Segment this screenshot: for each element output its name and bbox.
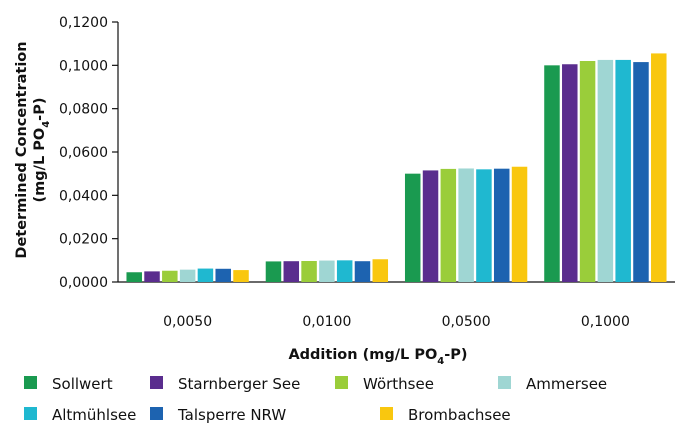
bar [372,259,389,282]
y-tick-label: 0,0800 [59,102,108,118]
legend-item: Brombachsee [380,406,511,424]
legend-label: Wörthsee [363,375,434,393]
legend-swatch [498,376,511,389]
legend-item: Talsperre NRW [150,406,286,424]
legend-label: Altmühlsee [52,406,136,424]
x-axis-title-main: Addition (mg/L PO [288,347,437,363]
bar [579,61,596,282]
legend-label: Talsperre NRW [177,406,286,424]
y-tick-label: 0,0000 [59,275,108,291]
legend-swatch [24,376,37,389]
bar [544,65,560,282]
legend-label: Brombachsee [408,406,511,424]
y-axis-title-line2-main: (mg/L PO [32,128,48,203]
bar [562,64,578,282]
legend-label: Starnberger See [178,375,300,393]
bar [615,59,631,282]
y-axis-title-line2-end: -P) [32,98,48,121]
bar [597,59,614,282]
bar [126,272,142,282]
bar [404,173,421,282]
y-tick-label: 0,1000 [59,58,108,74]
bar [265,261,282,282]
x-tick-label: 0,0500 [442,314,491,330]
x-tick-label: 0,1000 [581,314,630,330]
y-tick-label: 0,0400 [59,188,108,204]
bar [162,270,178,282]
legend-label: Ammersee [526,375,607,393]
x-axis-title-end: -P) [444,347,467,363]
bar [651,53,667,282]
x-axis-title-subscript: 4 [437,356,444,367]
legend-swatch [150,376,163,389]
y-tick-label: 0,0600 [59,145,108,161]
x-axis-title: Addition (mg/L PO4-P) [288,347,467,367]
y-axis-title-subscript: 4 [41,121,52,128]
bar [179,269,196,282]
legend-swatch [150,407,163,420]
legend-item: Ammersee [498,375,607,393]
bar [144,271,160,282]
y-axis-title-line1: Determined Concentration [14,41,30,258]
bar [476,169,492,282]
legend: Sollwert Starnberger See Wörthsee Ammersee A… [24,375,607,424]
y-axis-title-line2: (mg/L PO4-P) [32,98,52,203]
bar [440,168,457,282]
bar [354,261,371,282]
bar [197,268,214,282]
legend-item: Starnberger See [150,375,300,393]
bar [283,261,300,282]
y-axis-title: Determined Concentration (mg/L PO4-P) [14,41,52,258]
bar [511,166,528,282]
x-tick-label: 0,0050 [163,314,212,330]
x-tick-label: 0,0100 [302,314,351,330]
legend-item: Altmühlsee [24,406,136,424]
legend-label: Sollwert [52,375,113,393]
bar [493,168,510,282]
bar [336,260,353,282]
legend-item: Wörthsee [335,375,434,393]
legend-item: Sollwert [24,375,113,393]
legend-swatch [24,407,37,420]
bar [458,168,474,282]
bar [633,62,649,283]
bar [422,170,439,282]
bar [215,268,231,282]
legend-swatch [380,407,393,420]
y-axis-ticks: 0,0000 0,0200 0,0400 0,0600 0,0800 0,1000 0,12… [59,15,118,291]
bars [126,53,667,283]
bar [233,270,249,282]
x-axis-ticks: 0,0050 0,0100 0,0500 0,1000 [163,314,630,330]
bar [319,260,335,282]
bar [301,260,317,282]
y-tick-label: 0,1200 [59,15,108,31]
legend-swatch [335,376,348,389]
y-tick-label: 0,0200 [59,232,108,248]
